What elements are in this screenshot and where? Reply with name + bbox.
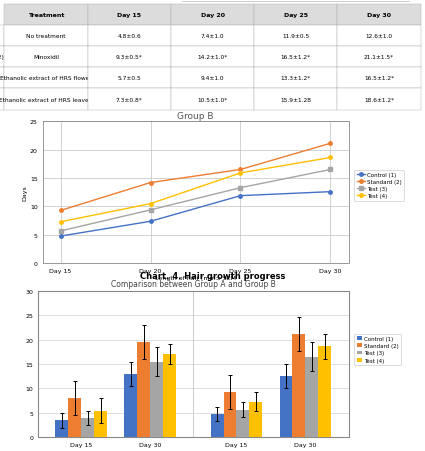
Text: Chart. 4. Hair growth progress: Chart. 4. Hair growth progress bbox=[140, 272, 285, 281]
Y-axis label: Days: Days bbox=[22, 185, 27, 201]
Legend: Control (1), Standard (2), Test (3), Test (4): Control (1), Standard (2), Test (3), Tes… bbox=[354, 170, 403, 201]
Test (3) bbox=[58, 229, 63, 234]
Bar bbox=[56, 420, 68, 437]
Line: Control (1): Control (1) bbox=[59, 190, 332, 238]
Bar bbox=[163, 354, 176, 437]
Bar bbox=[38, 291, 348, 437]
Title: Group B: Group B bbox=[177, 112, 214, 121]
Bar bbox=[224, 392, 236, 437]
Test (3) bbox=[238, 185, 243, 191]
Legend: Control (1), Standard (2), Test (3), Test (4): Control (1), Standard (2), Test (3), Tes… bbox=[354, 334, 401, 365]
Title: Comparison between Group A and Group B: Comparison between Group A and Group B bbox=[111, 280, 276, 289]
Line: Standard (2): Standard (2) bbox=[59, 142, 332, 213]
Bar bbox=[125, 374, 137, 437]
Bar bbox=[306, 357, 318, 437]
Bar bbox=[249, 402, 262, 437]
Test (3) bbox=[328, 167, 333, 173]
X-axis label: Length of hair [mm± SEM: Length of hair [mm± SEM bbox=[155, 275, 236, 280]
Standard (2) bbox=[58, 208, 63, 214]
Bar bbox=[211, 414, 224, 437]
Test (4) bbox=[328, 156, 333, 161]
Standard (2) bbox=[328, 141, 333, 147]
Bar bbox=[236, 410, 249, 437]
Bar bbox=[81, 418, 94, 437]
Test (3) bbox=[148, 208, 153, 213]
Line: Test (4): Test (4) bbox=[59, 156, 332, 224]
Standard (2) bbox=[238, 167, 243, 173]
Bar bbox=[150, 362, 163, 437]
Test (4) bbox=[148, 202, 153, 207]
Bar bbox=[137, 342, 150, 437]
Standard (2) bbox=[148, 180, 153, 186]
Control (1) bbox=[238, 193, 243, 199]
Test (4) bbox=[58, 220, 63, 225]
Bar bbox=[318, 346, 331, 437]
Bar bbox=[292, 334, 306, 437]
Line: Test (3): Test (3) bbox=[59, 168, 332, 233]
Control (1) bbox=[58, 234, 63, 239]
Test (4) bbox=[238, 171, 243, 176]
Control (1) bbox=[328, 189, 333, 195]
Bar bbox=[68, 398, 81, 437]
Bar bbox=[94, 410, 107, 437]
Bar bbox=[280, 376, 292, 437]
Control (1) bbox=[148, 219, 153, 225]
